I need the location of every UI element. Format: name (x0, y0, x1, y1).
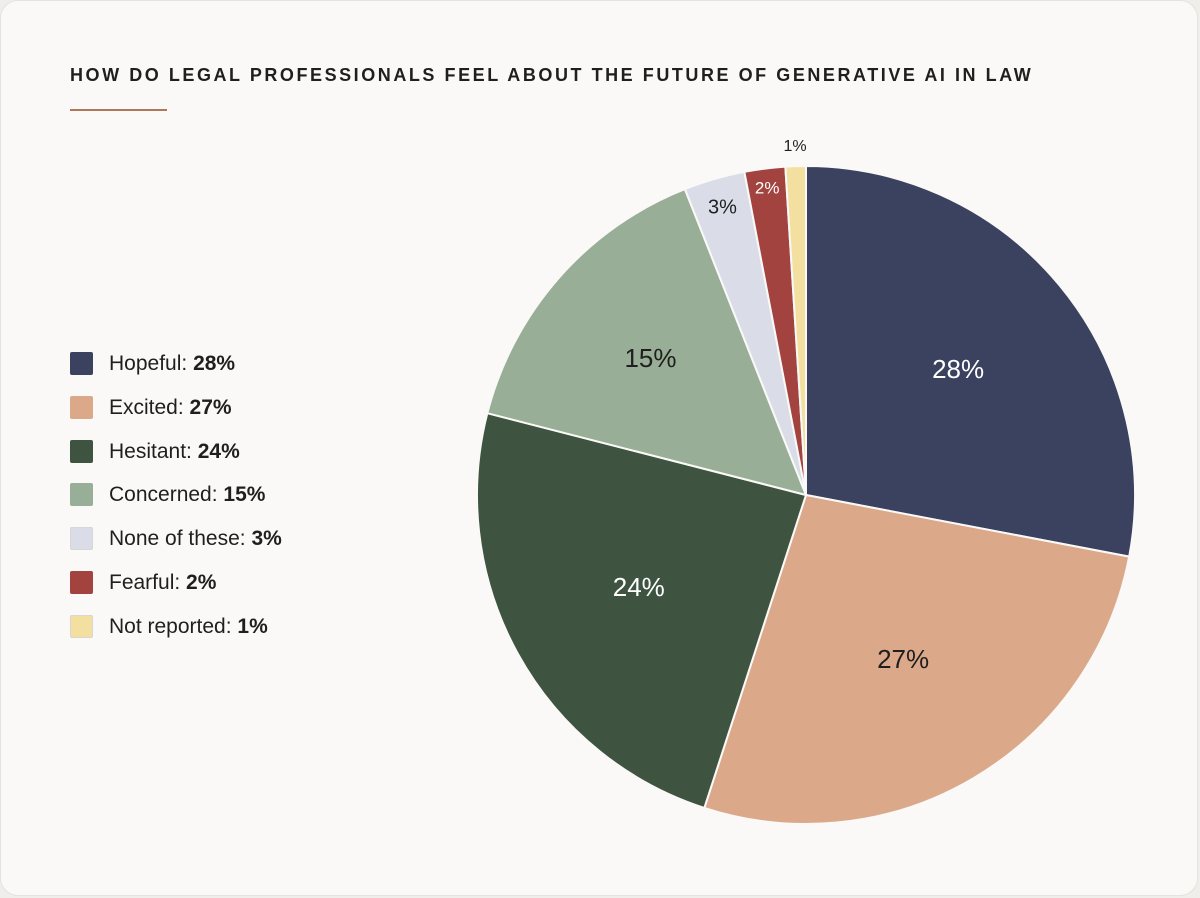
legend-item-concerned: Concerned: 15% (70, 482, 282, 526)
pie-label-fearful: 2% (755, 179, 780, 198)
pie-slice-not-reported (784, 165, 807, 496)
pie-slice-hopeful (805, 165, 1136, 558)
legend-value-none-of-these: 3% (251, 527, 282, 551)
legend-value-fearful: 2% (186, 570, 217, 594)
legend-item-fearful: Fearful: 2% (70, 570, 282, 614)
legend-label-not-reported: Not reported: (109, 614, 232, 638)
pie-slice-concerned (486, 188, 807, 496)
legend-label-concerned: Concerned: (109, 483, 218, 507)
pie-label-concerned: 15% (624, 343, 676, 373)
pie-label-hopeful: 28% (932, 354, 984, 384)
legend-swatch-concerned (70, 483, 93, 507)
legend-item-hopeful: Hopeful: 28% (70, 351, 282, 395)
legend-swatch-none-of-these (70, 527, 93, 551)
pie-label-none-of-these: 3% (708, 197, 737, 219)
legend-swatch-excited (70, 395, 93, 419)
pie-labels: 28% 27% 24% 15% 3% 2% 1% (613, 138, 984, 674)
legend-value-excited: 27% (189, 395, 232, 419)
legend-swatch-hesitant (70, 439, 93, 463)
legend-value-hopeful: 28% (193, 352, 236, 375)
legend-label-excited: Excited: (109, 395, 184, 419)
legend-label-hopeful: Hopeful: (109, 352, 188, 375)
pie-slice-excited (703, 494, 1131, 825)
chart-title: HOW DO LEGAL PROFESSIONALS FEEL ABOUT TH… (70, 65, 1034, 85)
pie-label-hesitant: 24% (613, 572, 665, 602)
legend-item-hesitant: Hesitant: 24% (70, 439, 282, 483)
legend-swatch-fearful (70, 570, 93, 594)
legend-value-hesitant: 24% (197, 439, 240, 463)
legend-item-excited: Excited: 27% (70, 395, 282, 439)
legend-value-concerned: 15% (223, 483, 266, 507)
legend-item-none-of-these: None of these: 3% (70, 526, 282, 570)
legend-value-not-reported: 1% (237, 614, 268, 638)
legend-label-fearful: Fearful: (109, 570, 181, 594)
legend-label-none-of-these: None of these: (109, 527, 246, 551)
title-underline (70, 109, 167, 111)
legend-label-hesitant: Hesitant: (109, 439, 192, 463)
legend: Hopeful: 28% Excited: 27% Hesitant: 24% … (70, 351, 282, 658)
pie-slices (476, 165, 1136, 825)
legend-swatch-not-reported (70, 614, 93, 638)
legend-swatch-hopeful (70, 352, 93, 375)
legend-item-not-reported: Not reported: 1% (70, 614, 282, 658)
pie-label-not-reported: 1% (783, 138, 806, 155)
pie-slice-hesitant (476, 412, 807, 809)
pie-label-excited: 27% (877, 644, 929, 674)
